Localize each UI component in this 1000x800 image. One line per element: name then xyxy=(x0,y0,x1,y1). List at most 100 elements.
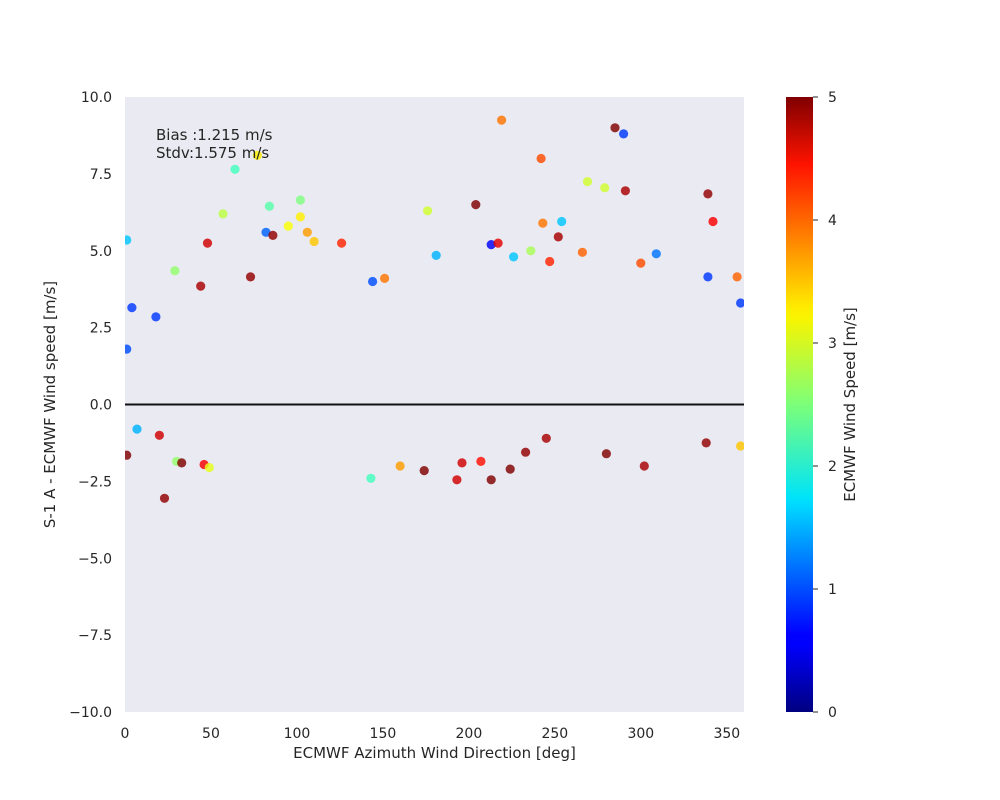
scatter-point xyxy=(639,461,649,471)
scatter-point xyxy=(268,230,278,240)
y-tick-labels: −10.0 −7.5 −5.0 −2.5 0.0 2.5 5.0 7.5 10.0 xyxy=(69,90,112,721)
x-tick-label: 300 xyxy=(627,726,654,742)
y-axis-label: S-1 A - ECMWF Wind speed [m/s] xyxy=(41,281,59,528)
scatter-point xyxy=(708,216,718,227)
x-axis-label: ECMWF Azimuth Wind Direction [deg] xyxy=(293,744,576,762)
scatter-point xyxy=(703,189,713,199)
y-tick-label: −7.5 xyxy=(78,628,112,644)
scatter-point xyxy=(368,276,378,287)
scatter-point xyxy=(132,424,142,434)
scatter-point xyxy=(486,475,496,485)
colorbar-tick-label: 4 xyxy=(828,213,837,229)
scatter-point xyxy=(601,449,612,459)
scatter-point xyxy=(536,153,546,164)
scatter-point xyxy=(151,312,161,322)
scatter-point xyxy=(196,281,206,291)
scatter-point xyxy=(620,186,631,196)
scatter-point xyxy=(651,249,661,259)
scatter-point xyxy=(283,221,293,231)
scatter-point xyxy=(497,115,507,125)
colorbar-tick-label: 0 xyxy=(828,705,837,721)
y-tick-label: −2.5 xyxy=(78,474,112,490)
scatter-point xyxy=(452,475,462,485)
x-tick-labels: 0 50 100 150 200 250 300 350 xyxy=(121,726,741,742)
scatter-point xyxy=(538,218,548,228)
scatter-point xyxy=(600,183,610,193)
bias-annotation: Bias :1.215 m/s xyxy=(156,126,273,144)
scatter-point xyxy=(471,200,481,210)
scatter-point xyxy=(636,258,646,268)
scatter-point xyxy=(125,450,132,460)
scatter-point xyxy=(457,458,467,468)
scatter-point xyxy=(508,252,519,262)
scatter-point xyxy=(337,238,347,248)
scatter-point xyxy=(526,246,536,256)
y-tick-label: −5.0 xyxy=(78,551,112,567)
scatter-point xyxy=(125,344,132,354)
colorbar-tick-label: 3 xyxy=(828,336,837,352)
scatter-point xyxy=(486,240,496,250)
scatter-point xyxy=(732,272,742,282)
scatter-point xyxy=(476,456,486,466)
scatter-point xyxy=(736,441,744,451)
scatter-point xyxy=(619,129,629,139)
scatter-point xyxy=(505,464,515,474)
stdv-annotation: Stdv:1.575 m/s xyxy=(156,144,269,162)
scatter-point xyxy=(553,232,563,242)
y-tick-label: 5.0 xyxy=(90,244,112,260)
x-tick-label: 250 xyxy=(541,726,568,742)
scatter-point xyxy=(177,458,187,468)
scatter-point xyxy=(380,273,390,283)
colorbar xyxy=(786,97,813,712)
y-tick-label: 7.5 xyxy=(90,167,112,183)
scatter-point xyxy=(264,201,274,211)
x-tick-label: 150 xyxy=(370,726,397,742)
scatter-point xyxy=(127,303,137,313)
scatter-point xyxy=(395,461,405,471)
y-tick-label: 10.0 xyxy=(81,90,112,106)
x-tick-label: 200 xyxy=(456,726,483,742)
scatter-point xyxy=(366,473,376,483)
scatter-point xyxy=(610,123,620,133)
scatter-point xyxy=(230,164,240,174)
scatter-point xyxy=(295,195,305,205)
scatter-point xyxy=(701,438,711,448)
colorbar-tick-label: 1 xyxy=(828,582,837,598)
colorbar-label: ECMWF Wind Speed [m/s] xyxy=(841,307,859,502)
scatter-point xyxy=(245,272,256,282)
y-tick-label: 0.0 xyxy=(90,398,112,414)
scatter-point xyxy=(154,430,164,440)
scatter-point xyxy=(261,227,271,237)
scatter-point xyxy=(431,250,441,260)
scatter-point xyxy=(577,247,588,257)
x-tick-label: 100 xyxy=(284,726,311,742)
x-tick-label: 50 xyxy=(202,726,220,742)
scatter-point xyxy=(204,462,214,473)
scatter-point xyxy=(541,433,551,443)
scatter-point xyxy=(309,236,319,247)
scatter-point xyxy=(252,150,262,160)
scatter-point xyxy=(170,266,180,276)
scatter-point xyxy=(582,177,593,187)
scatter-point xyxy=(521,447,531,457)
scatter-points xyxy=(125,115,744,503)
scatter-point xyxy=(202,238,213,248)
x-tick-label: 0 xyxy=(121,726,130,742)
scatter-point xyxy=(218,209,228,219)
scatter-point xyxy=(302,227,312,237)
scatter-point xyxy=(703,272,713,282)
colorbar-tick-labels: 0 1 2 3 4 5 xyxy=(813,90,837,721)
scatter-point xyxy=(125,235,132,245)
y-tick-label: −10.0 xyxy=(69,705,112,721)
scatter-point xyxy=(545,256,555,267)
scatter-point xyxy=(423,206,433,216)
scatter-point xyxy=(736,298,744,308)
scatter-point xyxy=(419,466,429,476)
y-tick-label: 2.5 xyxy=(90,321,112,337)
colorbar-tick-label: 5 xyxy=(828,90,837,106)
scatter-point xyxy=(493,238,503,248)
colorbar-tick-label: 2 xyxy=(828,459,837,475)
scatter-point xyxy=(159,493,170,503)
scatter-point xyxy=(295,212,305,222)
